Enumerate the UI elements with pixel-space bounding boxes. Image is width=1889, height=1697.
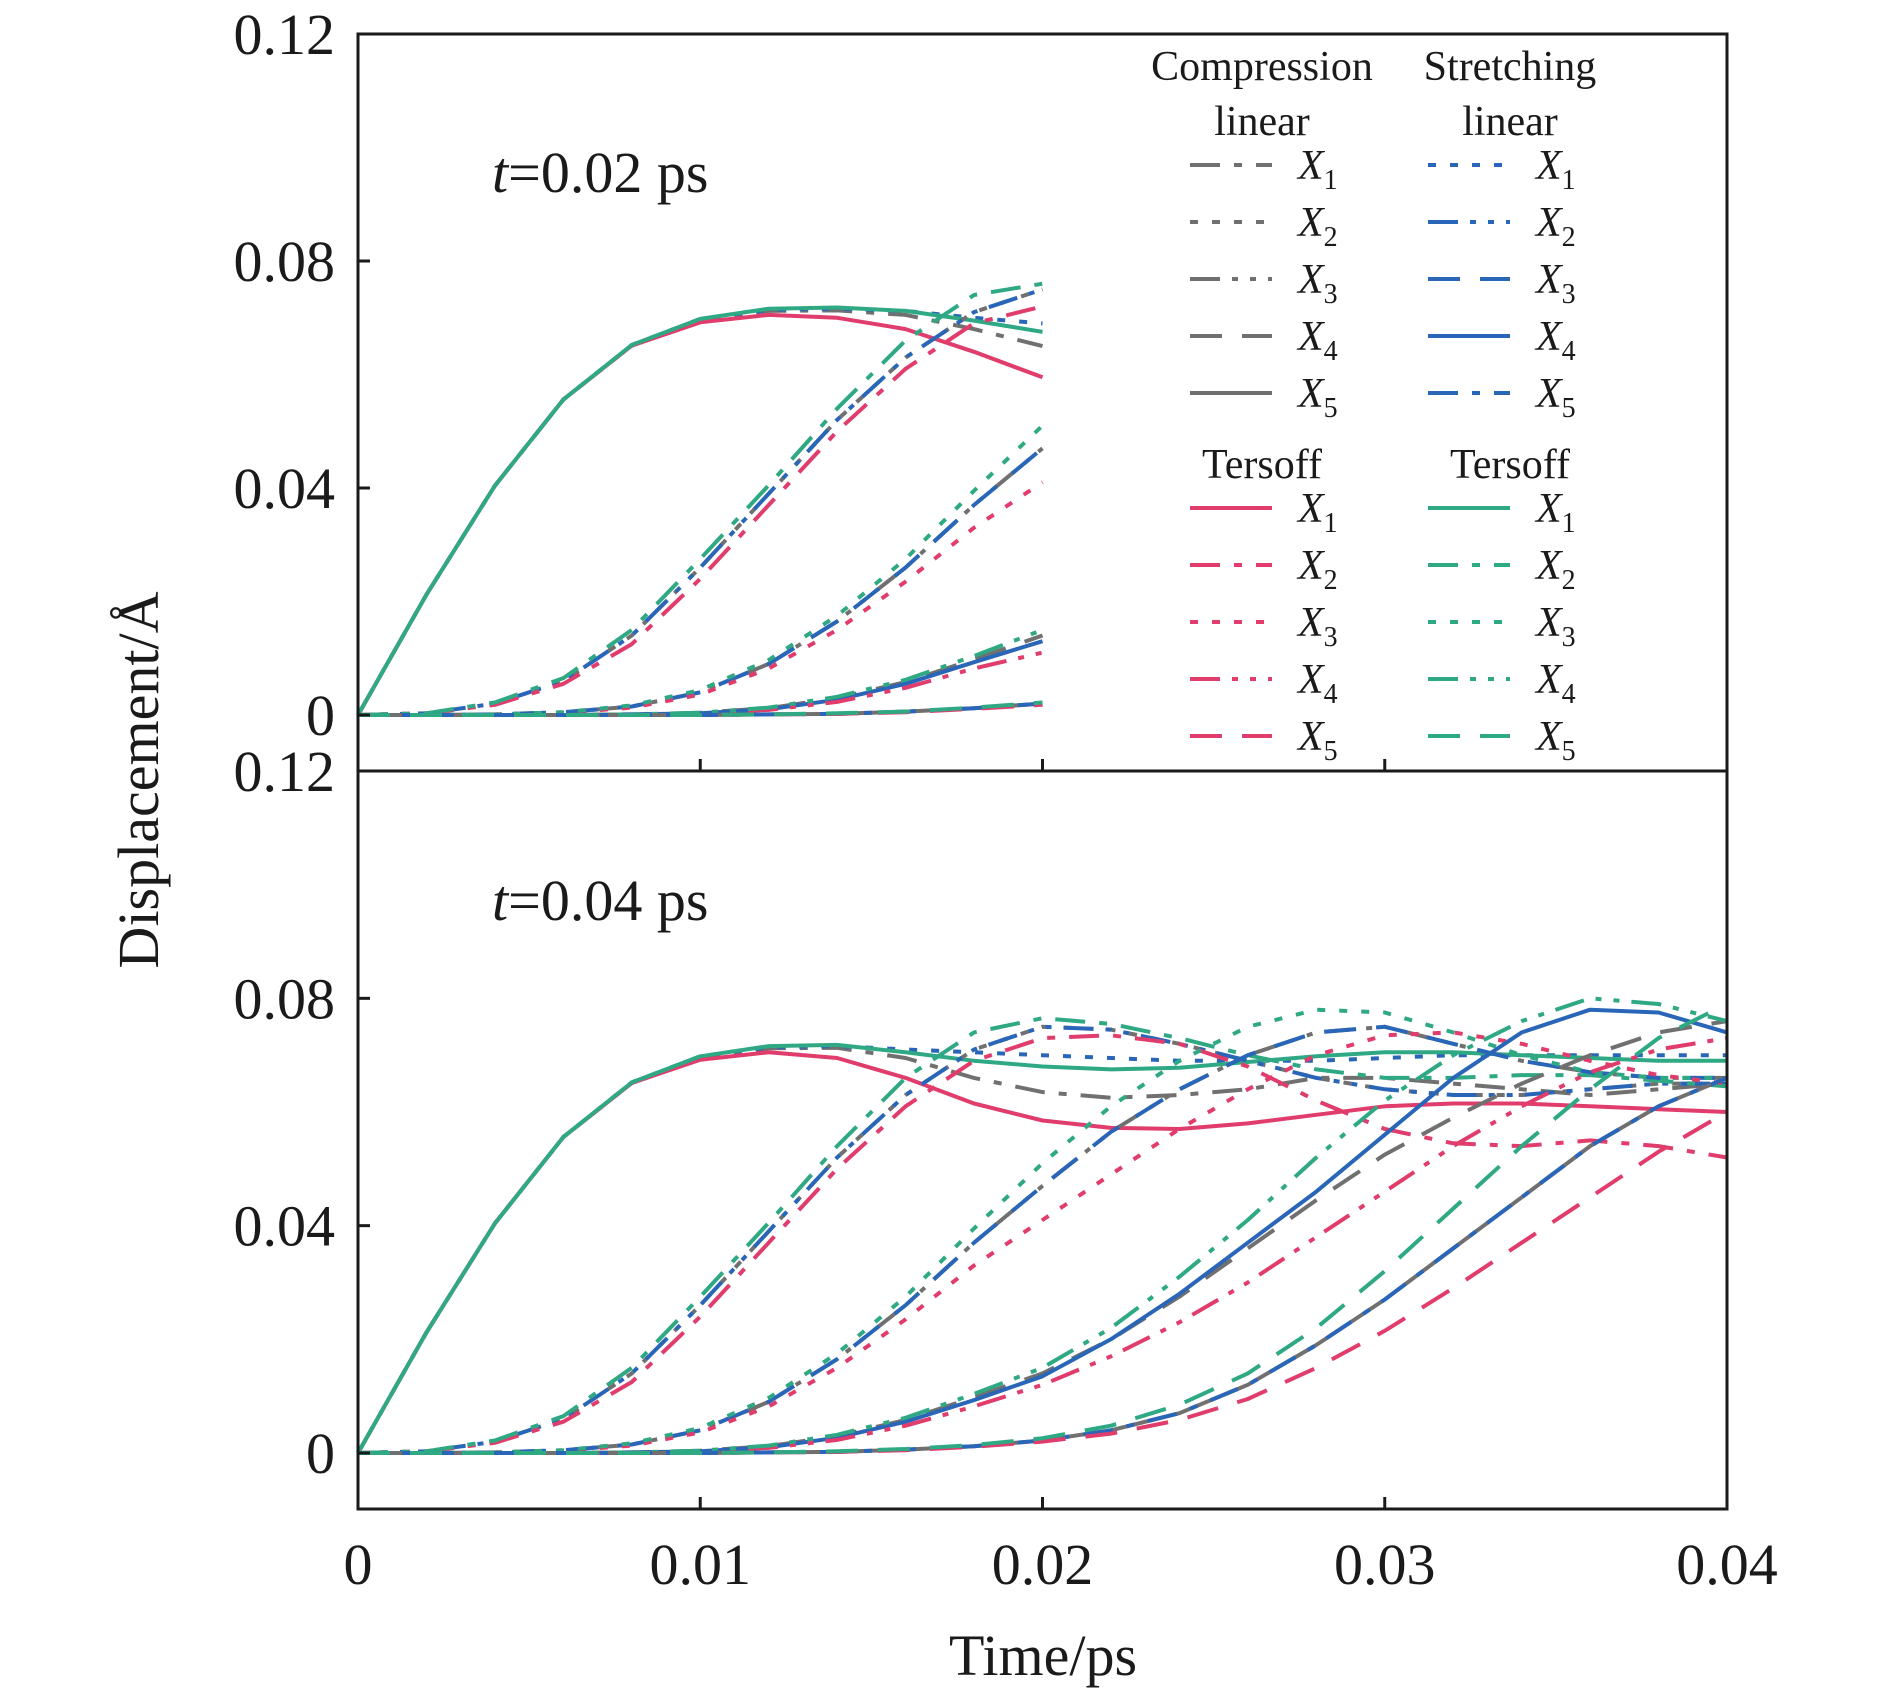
- legend-entry-label: X3: [1534, 257, 1576, 310]
- legend-entry-label: X2: [1534, 543, 1576, 596]
- series-line-stretching_linear-dot-1-1: [356, 1044, 1727, 1454]
- legend: CompressionlinearX1X2X3X4X5Stretchinglin…: [1151, 44, 1596, 767]
- legend-group-title: Stretching: [1424, 44, 1597, 90]
- series-line-stretching_tersoff-dash-dot-dot-0-15: [358, 628, 1044, 717]
- legend-entry-label: X1: [1534, 143, 1576, 196]
- x-tick-label: 0.01: [650, 1532, 752, 1597]
- series-line-stretching_linear-solid-0-13: [358, 639, 1044, 717]
- legend-group-subtitle: linear: [1214, 99, 1310, 145]
- x-tick-label: 0.04: [1676, 1532, 1778, 1597]
- panel-bottom-annotation: t=0.04 ps: [492, 868, 708, 933]
- legend-entry-label: X1: [1296, 486, 1338, 539]
- y-tick-label: 0.08: [234, 229, 336, 294]
- legend-entry-label: X5: [1534, 714, 1576, 767]
- series-line-compression_linear-dash-dot-0-0: [356, 308, 1043, 716]
- legend-entry-label: X1: [1534, 486, 1576, 539]
- series-line-compression_tersoff-solid-1-2: [356, 1050, 1728, 1454]
- series-line-compression_tersoff-dash-dot-dot-1-14: [358, 1036, 1728, 1455]
- y-tick-label: 0.08: [234, 966, 336, 1031]
- legend-entry-label: X4: [1296, 314, 1338, 367]
- series-line-compression_linear-dash-1-12: [358, 1019, 1728, 1455]
- series-line-compression_tersoff-dash-dot-dot-0-14: [358, 650, 1043, 717]
- legend-entry-label: X5: [1296, 371, 1338, 424]
- y-tick-label: 0.04: [234, 1194, 336, 1259]
- y-tick-label: 0: [306, 1421, 335, 1486]
- x-tick-label: 0.03: [1334, 1532, 1436, 1597]
- series-line-stretching_tersoff-dash-dot-dot-1-15: [358, 996, 1728, 1455]
- series-line-compression_tersoff-dash-1-18: [358, 1110, 1729, 1455]
- legend-entry-label: X3: [1296, 600, 1338, 653]
- series-line-stretching_tersoff-dash-dot-0-7: [357, 281, 1043, 717]
- legend-entry-label: X4: [1534, 657, 1576, 710]
- y-tick-label: 0.12: [234, 739, 336, 804]
- y-tick-label: 0: [306, 683, 335, 748]
- series-line-stretching_tersoff-solid-0-3: [356, 305, 1043, 716]
- legend-group-title: Tersoff: [1450, 442, 1570, 488]
- legend-entry-label: X4: [1534, 314, 1576, 367]
- legend-entry-label: X5: [1534, 371, 1576, 424]
- series-line-stretching_linear-dash-dot-dot-1-5: [357, 1024, 1727, 1455]
- series-line-stretching_tersoff-dash-0-19: [358, 700, 1043, 717]
- legend-entry-label: X5: [1296, 714, 1338, 767]
- legend-entry-label: X2: [1296, 543, 1338, 596]
- tick-labels: 0 0.01 0.02 0.03 0.0400.040.080.1200.040.080…: [234, 2, 1778, 1597]
- legend-entry-label: X4: [1296, 657, 1338, 710]
- x-axis-title: Time/ps: [949, 1623, 1137, 1688]
- legend-entry-label: X3: [1534, 600, 1576, 653]
- series-line-stretching_linear-dot-0-1: [356, 306, 1043, 716]
- panel-top: [356, 281, 1044, 717]
- series-line-compression_tersoff-dot-0-10: [358, 480, 1044, 717]
- y-tick-label: 0.04: [234, 456, 336, 521]
- legend-group-title: Compression: [1151, 44, 1373, 90]
- legend-entry-label: X2: [1534, 200, 1576, 253]
- series-line-stretching_linear-dash-dot-1-17: [358, 1076, 1728, 1455]
- axis-ticks: [358, 32, 1387, 1509]
- panel-top-annotation: t=0.02 ps: [492, 140, 708, 205]
- series-line-compression_linear-dot-1-4: [357, 1024, 1727, 1455]
- series-line-compression_linear-dot-0-4: [357, 287, 1044, 717]
- series-line-compression_tersoff-solid-0-2: [356, 312, 1044, 716]
- x-tick-label: 0: [344, 1532, 373, 1597]
- axes-frames: [356, 32, 1729, 1511]
- series-line-stretching_tersoff-dash-1-19: [358, 1002, 1728, 1455]
- legend-group-subtitle: linear: [1462, 99, 1558, 145]
- panel-bottom: [356, 996, 1729, 1455]
- series-line-stretching_linear-dash-dot-dot-0-5: [357, 287, 1044, 717]
- legend-entry-label: X2: [1296, 200, 1338, 253]
- legend-group-title: Tersoff: [1202, 442, 1322, 488]
- series-line-compression_tersoff-dash-dot-0-6: [357, 304, 1043, 717]
- legend-entry-label: X1: [1296, 143, 1338, 196]
- series-line-compression_linear-solid-1-16: [358, 1076, 1728, 1455]
- y-tick-label: 0.12: [234, 2, 336, 67]
- series-line-compression_linear-dash-0-12: [358, 633, 1044, 717]
- series-line-compression_tersoff-dot-1-10: [358, 1030, 1728, 1455]
- y-axis-title: Displacement/Å: [106, 591, 171, 968]
- series-line-compression_linear-dash-dot-1-0: [356, 1045, 1728, 1454]
- legend-entry-label: X3: [1296, 257, 1338, 310]
- series-line-stretching_linear-dash-1-9: [358, 1024, 1727, 1455]
- x-tick-label: 0.02: [992, 1532, 1094, 1597]
